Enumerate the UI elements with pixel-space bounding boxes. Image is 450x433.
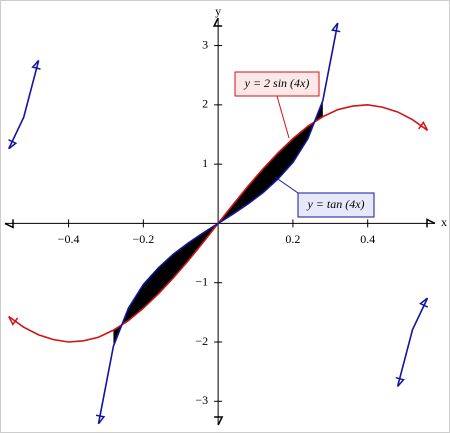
legend-label: y = 2 sin (4x) <box>244 76 310 90</box>
curve <box>8 22 429 424</box>
annotation-box <box>297 192 375 218</box>
y-tick-label: 2 <box>202 97 208 111</box>
annotation-box <box>234 71 320 97</box>
axis-arrow <box>426 218 436 228</box>
curve-arrow <box>418 121 429 131</box>
x-tick-label: −0.2 <box>132 232 154 246</box>
y-tick-label: −1 <box>195 274 208 288</box>
axis-arrow <box>212 17 223 27</box>
curve-arrow <box>31 59 41 70</box>
axis-arrow <box>4 219 14 229</box>
y-tick-label: −2 <box>195 334 208 348</box>
y-tick-label: −3 <box>195 393 208 407</box>
y-tick-label: 1 <box>202 156 208 170</box>
x-tick-label: 0.4 <box>360 232 375 246</box>
curve-arrow <box>331 22 341 33</box>
y-axis-label: y <box>215 4 221 18</box>
legend-label: y = tan (4x) <box>306 197 364 211</box>
curve-arrow <box>419 297 429 308</box>
shaded-region <box>113 100 323 347</box>
curve-arrow <box>8 316 19 326</box>
axis-arrow <box>214 416 224 426</box>
curve-arrow <box>395 376 405 387</box>
curve-arrow <box>95 414 106 425</box>
curve-arrow <box>8 139 18 150</box>
annotation-leader <box>276 95 290 139</box>
x-tick-label: −0.4 <box>58 232 80 246</box>
x-axis-label: x <box>441 215 447 229</box>
annotation-leader <box>274 176 299 194</box>
y-tick-label: 3 <box>202 37 208 51</box>
x-tick-label: 0.2 <box>285 232 300 246</box>
